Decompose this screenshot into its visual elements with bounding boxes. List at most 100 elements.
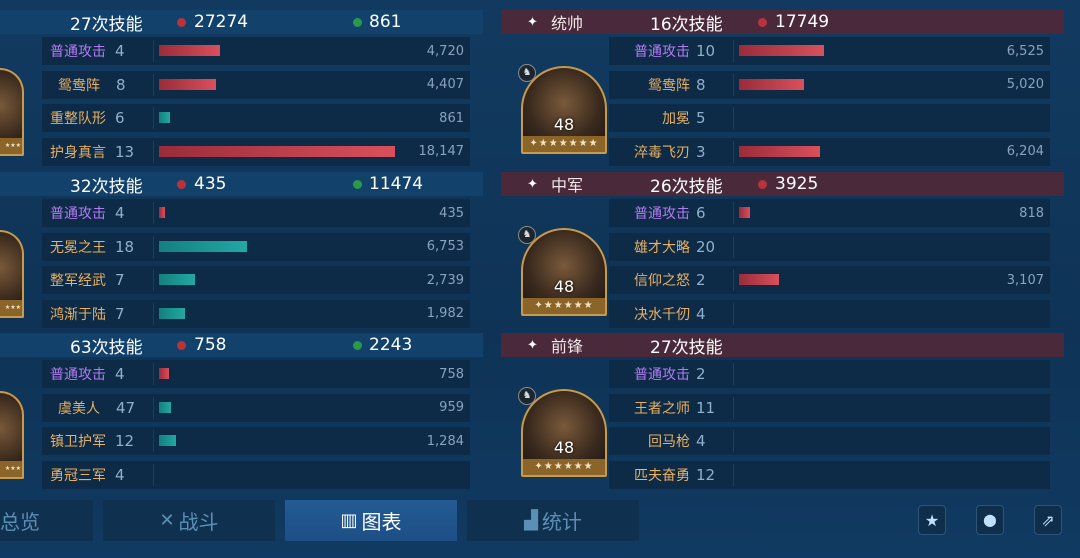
skill-row: 勇冠三军 4 <box>42 460 470 489</box>
star-rating: ★★★ <box>0 138 22 154</box>
damage-total: 758 <box>194 335 227 355</box>
skill-row: 鸿渐于陆 7 1,982 <box>42 299 470 328</box>
value-bar <box>159 112 171 123</box>
skill-row: 回马枪 4 <box>609 427 1050 455</box>
crossed-swords-icon: ✕ <box>159 510 175 531</box>
skill-value: 6,204 <box>1006 144 1044 159</box>
skill-value: 5,020 <box>1006 77 1044 92</box>
damage-dot <box>758 180 767 189</box>
skill-value: 758 <box>439 366 464 382</box>
location-pin-button[interactable]: ⬤ <box>976 505 1004 535</box>
value-bar <box>159 274 195 285</box>
divider <box>153 363 154 385</box>
value-bar <box>159 78 217 90</box>
divider <box>153 302 154 325</box>
divider <box>153 269 154 291</box>
skill-row: 镇卫护军 12 1,284 <box>42 427 470 455</box>
heal-total: 2243 <box>369 335 413 355</box>
star-icon: ★ <box>924 510 940 530</box>
skill-row: 普通攻击 10 6,525 <box>609 37 1050 65</box>
hero-portrait[interactable]: 48 ✦★★★★★★ <box>521 66 607 154</box>
star-button[interactable]: ★ <box>918 505 946 535</box>
skill-name: 信仰之怒 <box>634 273 690 289</box>
tab-0[interactable]: 总览 <box>0 500 93 541</box>
tab-label: 图表 <box>361 510 402 534</box>
skill-row: 决水千仞 4 <box>609 299 1050 328</box>
skill-row: 加冕 5 <box>609 104 1050 132</box>
skill-value: 861 <box>439 110 464 126</box>
star-rating: ✦★★★★★ <box>523 298 605 314</box>
casts-count: 32次技能 <box>70 176 143 197</box>
skill-count: 7 <box>115 271 125 289</box>
skill-count: 11 <box>696 398 716 417</box>
value-bar <box>159 45 221 56</box>
divider <box>733 430 734 452</box>
troop-type-icon: ♞ <box>518 387 536 405</box>
divider <box>733 40 734 62</box>
divider <box>153 463 154 486</box>
skill-count: 6 <box>115 109 125 127</box>
value-bar <box>739 45 824 56</box>
skill-row: 重整队形 6 861 <box>42 104 470 132</box>
hero-level: 48 <box>553 438 575 457</box>
hero-portrait[interactable]: 48 ✦★★★★★ <box>521 228 607 316</box>
tab-2[interactable]: ▥ 图表 <box>285 500 457 541</box>
skill-count: 12 <box>696 465 716 484</box>
share-button[interactable]: ⇗ <box>1034 505 1062 535</box>
role-label: 中军 <box>551 176 584 195</box>
skill-name: 鸳鸯阵 <box>648 77 690 94</box>
tab-label: 总览 <box>0 510 40 534</box>
skill-row: 虞美人 47 959 <box>42 393 470 422</box>
troop-type-icon: ♞ <box>518 226 536 244</box>
skill-count: 18 <box>115 237 135 256</box>
hero-level: 48 <box>553 277 575 296</box>
divider <box>153 202 154 224</box>
casts-count: 27次技能 <box>650 337 723 358</box>
skill-row: 鸳鸯阵 8 4,407 <box>42 70 470 99</box>
hero-portrait[interactable]: ★★★ <box>0 391 24 479</box>
skill-count: 5 <box>696 109 706 127</box>
casts-count: 26次技能 <box>650 176 723 197</box>
skill-row: 整军经武 7 2,739 <box>42 266 470 294</box>
skill-value: 2,739 <box>426 272 464 288</box>
skill-row: 雄才大略 20 <box>609 232 1050 261</box>
section-header: 32次技能 435 11474 <box>0 172 483 197</box>
divider <box>153 107 154 129</box>
skill-row: 信仰之怒 2 3,107 <box>609 266 1050 294</box>
skill-name: 普通攻击 <box>634 206 690 222</box>
skill-count: 2 <box>696 271 706 289</box>
skill-name: 重整队形 <box>50 111 106 127</box>
skill-count: 12 <box>115 432 135 450</box>
hero-portrait[interactable]: 48 ✦★★★★★ <box>521 389 607 477</box>
divider <box>733 463 734 486</box>
heal-total: 11474 <box>369 174 424 194</box>
skill-value: 4,720 <box>426 43 464 59</box>
skill-name: 护身真言 <box>50 144 106 161</box>
divider <box>733 140 734 163</box>
skill-count: 4 <box>115 204 125 222</box>
hero-portrait[interactable]: ★★★ <box>0 68 24 156</box>
role-label: 统帅 <box>551 14 584 33</box>
value-bar <box>739 78 805 90</box>
troop-type-icon: ♞ <box>518 64 536 82</box>
damage-total: 435 <box>194 174 227 194</box>
skill-name: 普通攻击 <box>50 367 106 383</box>
tab-1[interactable]: ✕ 战斗 <box>103 500 275 541</box>
skill-count: 3 <box>696 142 706 161</box>
skill-row: 王者之师 11 <box>609 393 1050 422</box>
divider <box>733 396 734 419</box>
divider <box>153 73 154 96</box>
skill-count: 8 <box>116 75 126 94</box>
damage-dot <box>177 341 186 350</box>
value-bar <box>739 145 820 157</box>
tab-3[interactable]: ▟ 统计 <box>467 500 639 541</box>
skill-count: 20 <box>696 237 716 256</box>
skill-name: 勇冠三军 <box>50 467 106 484</box>
skill-name: 加冕 <box>662 111 690 127</box>
divider <box>153 396 154 419</box>
skill-name: 决水千仞 <box>634 306 690 323</box>
skill-value: 4,407 <box>426 77 464 92</box>
hero-portrait[interactable]: ★★★ <box>0 230 24 318</box>
star-rating: ★★★ <box>0 300 22 316</box>
share-icon: ⇗ <box>1041 510 1055 530</box>
